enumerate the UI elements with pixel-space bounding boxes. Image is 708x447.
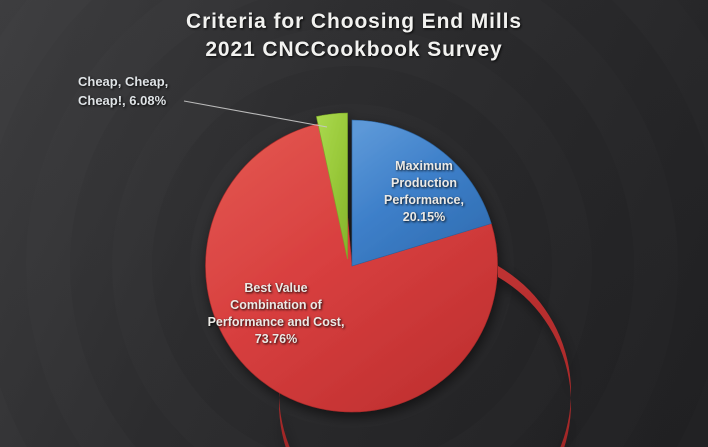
data-label-cheap: Cheap, Cheap, Cheap!, 6.08% (78, 74, 169, 108)
chart-title-block: Criteria for Choosing End Mills 2021 CNC… (0, 8, 708, 64)
data-label-maximum-production-performance: Maximum Production Performance, 20.15% (384, 159, 464, 224)
leader-line-green (183, 100, 328, 128)
chart-title-line-1: Criteria for Choosing End Mills (186, 10, 522, 33)
chart-title-line-2: 2021 CNCCookbook Survey (205, 38, 503, 61)
data-label-best-value: Best Value Combination of Performance an… (207, 281, 345, 346)
